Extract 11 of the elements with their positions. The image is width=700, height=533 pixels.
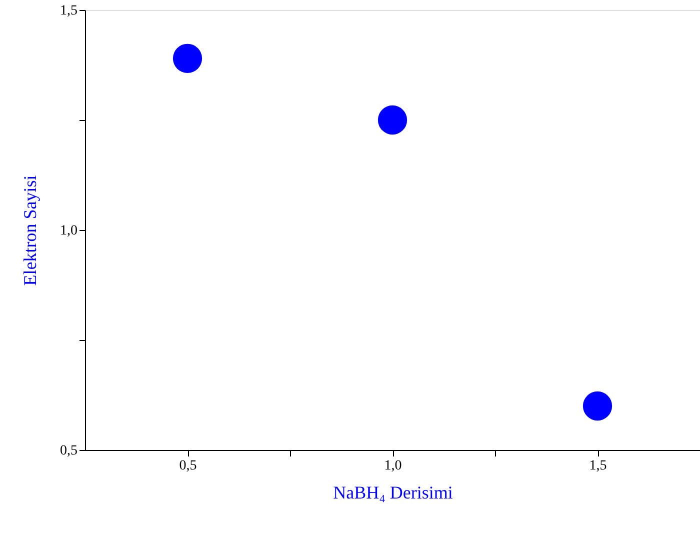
x-tick-label: 0,5 — [179, 458, 197, 474]
point — [172, 44, 202, 73]
x-tick-label: 1,0 — [384, 458, 402, 474]
point — [582, 391, 612, 421]
x-axis-title: NaBH₄ Derisimi — [333, 482, 453, 502]
y-tick-label: 1,0 — [60, 224, 78, 238]
point — [378, 105, 408, 135]
x-tick-label: 1,5 — [589, 458, 607, 474]
y-tick-label: 1,5 — [60, 4, 78, 18]
y-tick-label: 0,5 — [60, 444, 78, 458]
y-axis-title: Elektron Sayisi — [20, 175, 40, 286]
